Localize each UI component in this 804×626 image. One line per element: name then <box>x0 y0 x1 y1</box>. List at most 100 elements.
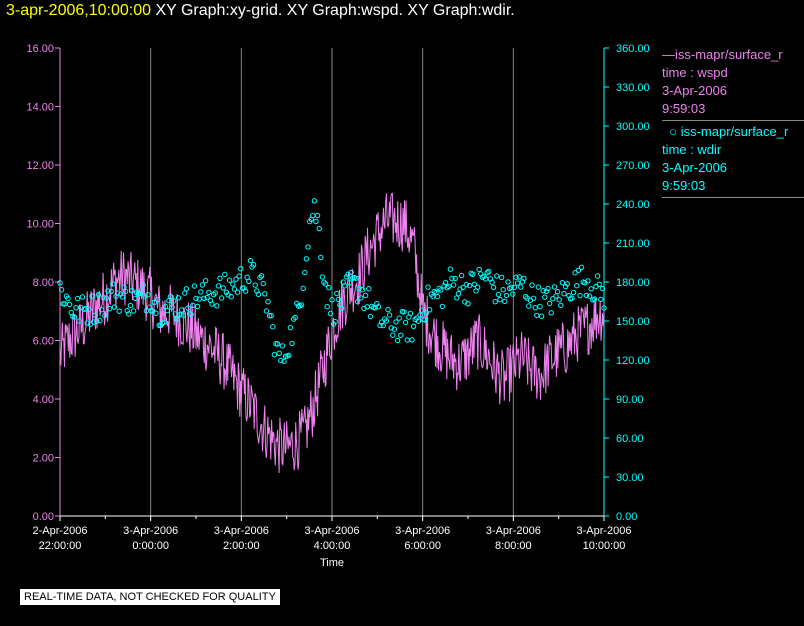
data-point-wdir <box>278 357 284 364</box>
data-point-wdir <box>185 305 191 311</box>
data-point-wdir <box>66 301 73 308</box>
data-point-wdir <box>206 289 212 296</box>
data-point-wdir <box>103 295 110 301</box>
legend-wspd: —iss-mapr/surface_r time : wspd 3-Apr-20… <box>662 46 804 121</box>
data-point-wdir <box>324 304 330 310</box>
data-point-wdir <box>466 282 473 289</box>
series-points-wdir <box>57 198 607 364</box>
data-point-wdir <box>276 350 282 356</box>
data-point-wdir <box>398 332 404 338</box>
data-point-wdir <box>514 280 521 286</box>
right-axis-tick-label: 360.00 <box>616 43 650 55</box>
left-axis-tick-label: 0.00 <box>33 511 54 523</box>
data-point-wdir <box>327 310 334 317</box>
right-axis-tick-label: 150.00 <box>616 316 650 328</box>
data-point-wdir <box>586 293 593 299</box>
data-point-wdir <box>367 313 374 320</box>
data-point-wdir <box>356 285 362 292</box>
data-point-wdir <box>542 294 548 300</box>
data-point-wdir <box>234 289 241 295</box>
data-point-wdir <box>391 326 398 332</box>
data-point-wdir <box>463 281 470 288</box>
data-point-wdir <box>270 324 276 330</box>
data-point-wdir <box>250 262 257 268</box>
data-point-wdir <box>558 302 564 309</box>
data-point-wdir <box>578 264 585 270</box>
data-point-wdir <box>438 287 444 293</box>
data-point-wdir <box>465 301 471 307</box>
data-point-wdir <box>535 284 542 290</box>
data-point-wdir <box>348 269 354 276</box>
x-axis-tick-date: 3-Apr-2006 <box>123 525 178 537</box>
x-axis-tick-time: 6:00:00 <box>404 540 441 552</box>
data-point-wdir <box>570 289 577 296</box>
right-axis-tick-label: 270.00 <box>616 160 650 172</box>
data-point-wdir <box>177 312 183 318</box>
data-point-wdir <box>409 337 415 343</box>
data-point-wdir <box>73 305 79 311</box>
data-point-wdir <box>201 295 207 301</box>
data-point-wdir <box>106 306 113 312</box>
data-point-wdir <box>209 301 215 307</box>
x-axis-tick-time: 0:00:00 <box>132 540 169 552</box>
data-point-wdir <box>540 288 546 294</box>
series-line-wspd <box>59 193 605 474</box>
data-point-wdir <box>554 288 561 295</box>
data-point-wdir <box>111 304 118 310</box>
data-point-wdir <box>495 291 502 298</box>
data-point-wdir <box>217 275 223 281</box>
data-point-wdir <box>436 285 442 292</box>
data-point-wdir <box>418 307 425 313</box>
data-point-wdir <box>183 286 190 292</box>
x-axis-tick-time: 10:00:00 <box>583 540 626 552</box>
data-point-wdir <box>279 343 286 349</box>
x-axis-tick-time: 2:00:00 <box>223 540 260 552</box>
left-axis-tick-label: 12.00 <box>26 160 54 172</box>
data-point-wdir <box>311 198 318 204</box>
data-point-wdir <box>138 287 145 293</box>
left-axis-tick-label: 16.00 <box>26 43 54 55</box>
data-point-wdir <box>142 293 148 299</box>
x-axis-tick-date: 3-Apr-2006 <box>214 525 269 537</box>
data-point-wdir <box>401 309 407 315</box>
data-point-wdir <box>247 257 254 264</box>
left-axis-tick-label: 8.00 <box>33 277 54 289</box>
data-point-wdir <box>212 290 218 296</box>
data-point-wdir <box>268 312 274 319</box>
legend: —iss-mapr/surface_r time : wspd 3-Apr-20… <box>662 46 804 200</box>
right-axis-tick-label: 240.00 <box>616 199 650 211</box>
data-point-wdir <box>246 278 252 284</box>
data-point-wdir <box>286 352 292 358</box>
data-point-wdir <box>108 288 114 294</box>
data-point-wdir <box>329 297 335 303</box>
x-axis-tick-date: 3-Apr-2006 <box>304 525 359 537</box>
data-point-wdir <box>601 305 607 311</box>
right-axis-tick-label: 30.00 <box>616 472 644 484</box>
data-point-wdir <box>151 299 158 305</box>
data-point-wdir <box>561 291 567 297</box>
data-point-wdir <box>76 318 82 324</box>
data-point-wdir <box>502 298 508 305</box>
data-point-wdir <box>164 307 170 314</box>
data-point-wdir <box>140 282 146 288</box>
data-point-wdir <box>423 310 430 316</box>
data-point-wdir <box>102 312 108 319</box>
data-point-wdir <box>543 288 550 295</box>
data-point-wdir <box>161 319 167 325</box>
right-axis-tick-label: 90.00 <box>616 394 644 406</box>
data-point-wdir <box>316 225 322 232</box>
data-point-wdir <box>238 266 244 272</box>
data-point-wdir <box>548 310 554 316</box>
data-point-wdir <box>298 302 305 308</box>
data-point-wdir <box>79 294 86 300</box>
data-point-wdir <box>338 305 345 311</box>
data-point-wdir <box>407 310 414 317</box>
data-point-wdir <box>450 282 457 288</box>
data-point-wdir <box>402 319 409 326</box>
data-point-wdir <box>305 244 311 250</box>
data-point-wdir <box>362 292 369 299</box>
x-axis-tick-date: 2-Apr-2006 <box>32 525 87 537</box>
data-point-wdir <box>569 295 575 301</box>
data-point-wdir <box>191 283 198 289</box>
data-point-wdir <box>553 293 559 299</box>
